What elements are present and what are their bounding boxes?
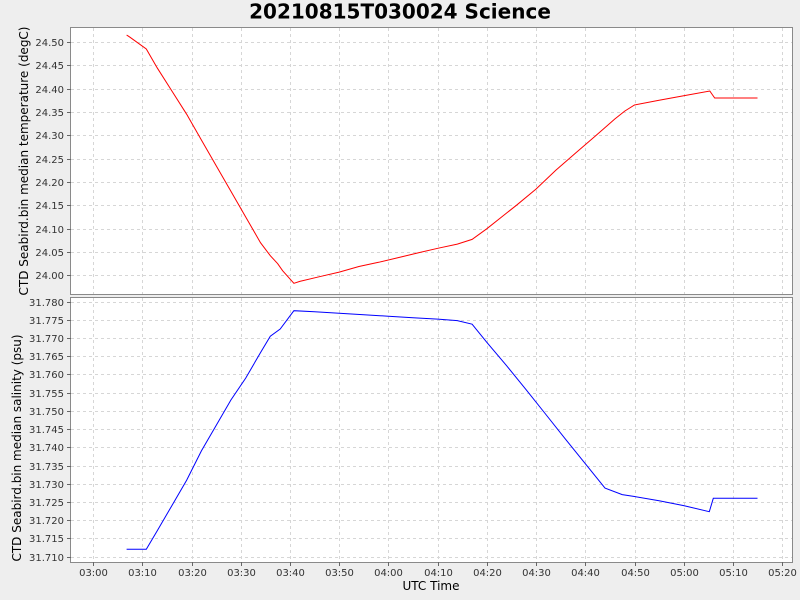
x-axis-ticks: 03:00 03:10 03:20 03:30 03:40 03:50 04:00 04:10… <box>79 562 797 579</box>
temperature-series-group <box>126 34 758 284</box>
salinity-ytick-label-1: 31.715 <box>29 534 64 545</box>
x-tick-label-13: 05:10 <box>719 568 748 579</box>
salinity-ytick-label-2: 31.720 <box>29 516 64 527</box>
salinity-ytick-label-9: 31.755 <box>29 389 64 400</box>
x-tick-label-1: 03:10 <box>128 568 157 579</box>
salinity-ytick-label-7: 31.745 <box>29 425 64 436</box>
salinity-ytick-label-3: 31.725 <box>29 498 64 509</box>
temperature-y-ticks: 24.00 24.05 24.10 24.15 24.20 24.25 24.30 24.35… <box>35 38 71 282</box>
temperature-series-line-0 <box>126 34 758 284</box>
temperature-ytick-label-5: 24.25 <box>35 155 64 166</box>
salinity-y-axis-label: CTD Seabird.bin median salinity (psu) <box>10 334 24 561</box>
salinity-ytick-label-10: 31.760 <box>29 370 64 381</box>
temperature-ytick-label-9: 24.45 <box>35 61 64 72</box>
temperature-ytick-label-3: 24.15 <box>35 201 64 212</box>
chart-title: 20210815T030024 Science <box>249 0 551 24</box>
salinity-ytick-label-13: 31.775 <box>29 316 64 327</box>
temperature-ytick-label-10: 24.50 <box>35 38 64 49</box>
salinity-gridlines <box>71 298 792 562</box>
salinity-y-ticks: 31.710 31.715 31.720 31.725 31.730 31.735 31.7… <box>29 298 71 564</box>
temperature-ytick-label-8: 24.40 <box>35 85 64 96</box>
temperature-ytick-label-7: 24.35 <box>35 108 64 119</box>
salinity-ytick-label-4: 31.730 <box>29 480 64 491</box>
temperature-ytick-label-6: 24.30 <box>35 131 64 142</box>
x-tick-label-9: 04:30 <box>522 568 551 579</box>
salinity-ytick-label-11: 31.765 <box>29 352 64 363</box>
x-tick-label-14: 05:20 <box>768 568 797 579</box>
salinity-ytick-label-12: 31.770 <box>29 334 64 345</box>
x-tick-label-2: 03:20 <box>178 568 207 579</box>
temperature-ytick-label-4: 24.20 <box>35 178 64 189</box>
salinity-ytick-label-5: 31.735 <box>29 462 64 473</box>
salinity-series-group <box>126 310 758 550</box>
x-tick-label-4: 03:40 <box>276 568 305 579</box>
temperature-ytick-label-2: 24.10 <box>35 225 64 236</box>
x-tick-label-7: 04:10 <box>424 568 453 579</box>
salinity-series-line-0 <box>126 310 758 550</box>
x-tick-label-8: 04:20 <box>473 568 502 579</box>
salinity-panel: 31.710 31.715 31.720 31.725 31.730 31.735 31.7… <box>10 297 793 564</box>
x-tick-label-12: 05:00 <box>670 568 699 579</box>
x-tick-label-5: 03:50 <box>325 568 354 579</box>
temperature-ytick-label-0: 24.00 <box>35 271 64 282</box>
salinity-ytick-label-14: 31.780 <box>29 298 64 309</box>
x-tick-label-6: 04:00 <box>374 568 403 579</box>
temperature-panel: 24.00 24.05 24.10 24.15 24.20 24.25 24.30 24.35… <box>17 27 793 296</box>
temperature-y-axis-label: CTD Seabird.bin median temperature (degC… <box>17 27 31 296</box>
x-tick-label-11: 04:50 <box>621 568 650 579</box>
x-axis-label: UTC Time <box>403 579 460 593</box>
temperature-ytick-label-1: 24.05 <box>35 248 64 259</box>
salinity-ytick-label-6: 31.740 <box>29 443 64 454</box>
x-tick-label-0: 03:00 <box>79 568 108 579</box>
x-tick-label-10: 04:40 <box>571 568 600 579</box>
salinity-ytick-label-0: 31.710 <box>29 553 64 564</box>
temperature-gridlines <box>71 28 792 294</box>
salinity-ytick-label-8: 31.750 <box>29 407 64 418</box>
x-tick-label-3: 03:30 <box>227 568 256 579</box>
